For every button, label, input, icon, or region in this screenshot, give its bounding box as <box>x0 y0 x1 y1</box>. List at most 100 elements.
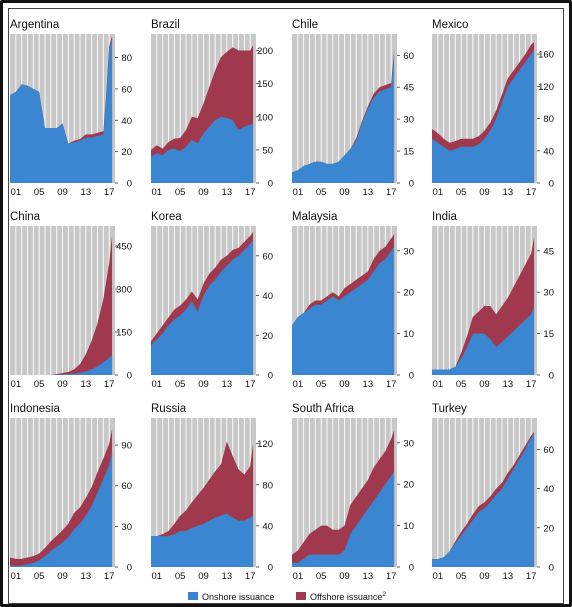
legend-footnote-marker: 2 <box>382 591 386 598</box>
x-tick-label-india: 17 <box>526 379 537 390</box>
y-axis-strip-china <box>115 224 139 377</box>
x-tick-label-brazil: 09 <box>198 187 209 198</box>
y-tick-label-korea: 40 <box>262 291 273 302</box>
x-tick-label-korea: 13 <box>222 379 233 390</box>
area-onshore-russia <box>151 513 254 567</box>
y-tick-label-malaysia: 10 <box>403 329 414 340</box>
x-tick-label-malaysia: 05 <box>316 379 327 390</box>
x-tick-label-turkey: 17 <box>526 571 537 582</box>
panel-turkey: Turkey 0 20 40 60 01 05 09 13 17 <box>432 403 561 582</box>
x-tick-label-south-africa: 17 <box>386 571 397 582</box>
x-tick-label-turkey: 01 <box>433 571 444 582</box>
area-onshore-south-africa <box>292 471 395 567</box>
panel-mexico: Mexico 0 40 80 120 160 01 05 09 13 17 <box>432 19 561 198</box>
x-tick-label-mexico: 13 <box>503 187 514 198</box>
panel-title-india: India <box>432 211 458 223</box>
x-tick-label-south-africa: 05 <box>316 571 327 582</box>
x-tick-label-malaysia: 09 <box>339 379 350 390</box>
area-onshore-indonesia <box>10 451 113 567</box>
y-tick-label-malaysia: 20 <box>403 288 414 299</box>
y-tick-label-turkey: 20 <box>543 523 554 534</box>
y-tick-label-russia: 80 <box>262 480 273 491</box>
panel-title-korea: Korea <box>151 211 182 223</box>
x-tick-label-south-africa: 09 <box>339 571 350 582</box>
panel-title-malaysia: Malaysia <box>292 211 338 223</box>
legend-label-onshore: Onshore issuance <box>202 592 275 602</box>
x-tick-label-argentina: 01 <box>11 187 22 198</box>
y-tick-label-china: 300 <box>116 285 132 296</box>
panel-brazil: Brazil 0 50 100 150 200 01 05 09 13 17 <box>151 19 280 198</box>
y-tick-label-argentina: 0 <box>127 179 132 190</box>
panel-title-mexico: Mexico <box>432 19 468 31</box>
x-tick-label-india: 09 <box>479 379 490 390</box>
y-tick-label-china: 0 <box>127 371 132 382</box>
x-tick-label-mexico: 05 <box>456 187 467 198</box>
y-tick-label-brazil: 100 <box>257 112 273 123</box>
x-tick-label-malaysia: 01 <box>293 379 304 390</box>
x-tick-label-russia: 13 <box>222 571 233 582</box>
x-tick-label-turkey: 05 <box>456 571 467 582</box>
y-tick-label-mexico: 0 <box>549 179 554 190</box>
x-tick-label-south-africa: 01 <box>293 571 304 582</box>
x-tick-label-russia: 17 <box>245 571 256 582</box>
x-tick-label-argentina: 13 <box>81 187 92 198</box>
panel-title-russia: Russia <box>151 403 187 415</box>
area-onshore-china <box>10 354 113 375</box>
x-tick-label-chile: 09 <box>339 187 350 198</box>
panel-korea: Korea 0 20 40 60 01 05 09 13 17 <box>151 211 280 390</box>
y-tick-label-russia: 120 <box>257 439 273 450</box>
area-onshore-korea <box>151 239 254 375</box>
panel-malaysia: Malaysia 0 10 20 30 01 05 09 13 17 <box>292 211 421 390</box>
x-tick-label-south-africa: 13 <box>363 571 374 582</box>
x-tick-label-indonesia: 01 <box>11 571 22 582</box>
panel-argentina: Argentina 0 20 40 60 80 01 05 09 13 17 <box>10 19 139 198</box>
y-tick-label-korea: 0 <box>268 371 273 382</box>
y-tick-label-turkey: 60 <box>543 445 554 456</box>
y-tick-label-mexico: 160 <box>538 50 554 61</box>
area-onshore-argentina <box>10 38 113 183</box>
x-tick-label-russia: 09 <box>198 571 209 582</box>
x-tick-label-brazil: 01 <box>152 187 163 198</box>
y-tick-label-chile: 45 <box>403 83 414 94</box>
y-tick-label-korea: 60 <box>262 251 273 262</box>
x-tick-label-indonesia: 17 <box>104 571 115 582</box>
x-tick-label-chile: 13 <box>363 187 374 198</box>
panel-indonesia: Indonesia 0 30 60 90 01 05 09 13 17 <box>10 403 139 582</box>
y-tick-label-mexico: 120 <box>538 82 554 93</box>
y-tick-label-india: 45 <box>543 246 554 257</box>
area-onshore-brazil <box>151 116 254 183</box>
y-axis-strip-indonesia <box>115 416 139 569</box>
y-tick-label-china: 450 <box>116 242 132 253</box>
x-tick-label-china: 05 <box>34 379 45 390</box>
area-onshore-chile <box>292 55 395 183</box>
y-tick-label-argentina: 80 <box>121 53 132 64</box>
y-tick-label-india: 15 <box>543 329 554 340</box>
x-tick-label-russia: 05 <box>175 571 186 582</box>
y-tick-label-india: 30 <box>543 288 554 299</box>
panel-title-chile: Chile <box>292 19 318 31</box>
y-tick-label-turkey: 40 <box>543 484 554 495</box>
x-tick-label-mexico: 01 <box>433 187 444 198</box>
x-tick-label-china: 13 <box>81 379 92 390</box>
y-axis-strip-chile <box>397 32 421 185</box>
y-tick-label-argentina: 20 <box>121 147 132 158</box>
panel-title-indonesia: Indonesia <box>10 403 60 415</box>
y-tick-label-indonesia: 30 <box>121 522 132 533</box>
x-tick-label-chile: 05 <box>316 187 327 198</box>
y-tick-label-brazil: 150 <box>257 79 273 90</box>
x-tick-label-brazil: 17 <box>245 187 256 198</box>
y-axis-strip-malaysia <box>397 224 421 377</box>
x-tick-label-korea: 09 <box>198 379 209 390</box>
y-tick-label-south-africa: 0 <box>409 563 414 574</box>
y-tick-label-south-africa: 30 <box>403 438 414 449</box>
x-tick-label-russia: 01 <box>152 571 163 582</box>
x-tick-label-chile: 17 <box>386 187 397 198</box>
x-tick-label-turkey: 09 <box>479 571 490 582</box>
y-axis-strip-argentina <box>115 32 139 185</box>
figure-inner-frame <box>8 8 564 604</box>
y-axis-strip-turkey <box>537 416 561 569</box>
y-axis-strip-brazil <box>256 32 280 185</box>
